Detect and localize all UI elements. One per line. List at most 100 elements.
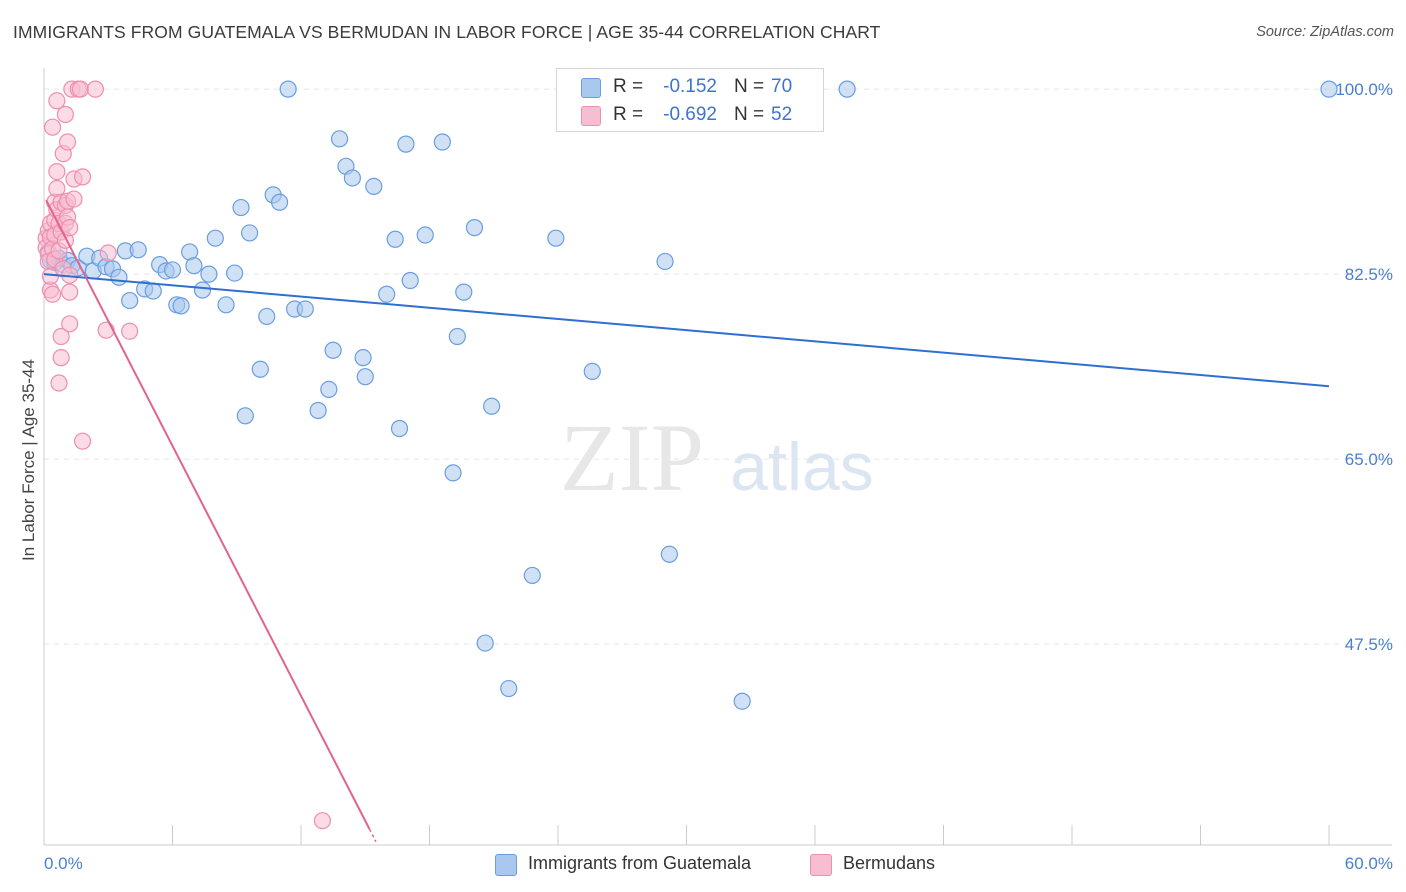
data-point-guatemala xyxy=(390,419,409,438)
data-point-bermudans xyxy=(61,219,79,237)
data-point-guatemala xyxy=(433,133,451,151)
data-point-bermudans xyxy=(65,190,83,208)
data-point-bermudans xyxy=(97,321,115,339)
data-point-guatemala xyxy=(241,224,259,242)
data-point-guatemala xyxy=(217,296,235,314)
y-tick-label: 47.5% xyxy=(1345,635,1393,654)
data-point-guatemala xyxy=(401,271,419,290)
data-point-guatemala xyxy=(356,368,374,386)
data-point-guatemala xyxy=(500,679,518,698)
data-point-guatemala xyxy=(193,281,212,299)
series-bermudans-points xyxy=(37,80,332,830)
data-point-guatemala xyxy=(733,692,751,710)
data-point-guatemala xyxy=(354,349,372,367)
watermark-atlas: atlas xyxy=(730,429,874,505)
data-point-bermudans xyxy=(56,105,75,124)
data-point-guatemala xyxy=(129,241,147,259)
data-point-guatemala xyxy=(172,297,190,315)
legend-swatch-blue xyxy=(581,78,601,98)
data-point-guatemala xyxy=(110,268,128,286)
legend-row-guatemala: R = -0.152 N = 70 xyxy=(557,73,823,101)
data-point-guatemala xyxy=(455,283,473,301)
y-tick-label: 82.5% xyxy=(1345,265,1393,284)
trend-lines xyxy=(43,199,1330,843)
data-point-guatemala xyxy=(838,80,856,98)
legend-r-value: -0.692 xyxy=(663,104,717,125)
tick-labels: 100.0% 82.5% 65.0% 47.5% 0.0% 60.0% xyxy=(44,80,1393,873)
legend-row-bermudans: R = -0.692 N = 52 xyxy=(557,101,823,129)
trend-line-bermudans xyxy=(45,199,371,830)
data-point-bermudans xyxy=(48,92,66,110)
legend-swatch-pink xyxy=(581,106,601,126)
data-point-guatemala xyxy=(416,226,434,244)
legend-label-bermudans: Bermudans xyxy=(843,853,936,873)
data-point-guatemala xyxy=(656,252,674,271)
legend-label-guatemala: Immigrants from Guatemala xyxy=(528,853,752,873)
data-point-guatemala xyxy=(324,341,342,359)
data-point-bermudans xyxy=(50,374,68,392)
watermark-zip: ZIP xyxy=(560,404,704,511)
data-point-guatemala xyxy=(309,401,327,420)
source-credit: Source: ZipAtlas.com xyxy=(1256,24,1394,40)
data-point-bermudans xyxy=(43,285,62,303)
data-point-guatemala xyxy=(583,362,601,380)
data-point-bermudans xyxy=(61,283,79,301)
data-point-guatemala xyxy=(343,169,361,187)
data-point-guatemala xyxy=(296,300,314,318)
trend-line-bermudans-extension xyxy=(368,828,377,843)
data-point-guatemala xyxy=(660,545,678,563)
data-point-bermudans xyxy=(48,163,66,181)
legend-n-value: 52 xyxy=(771,104,793,125)
data-point-guatemala xyxy=(236,407,254,425)
legend-r-label: R = xyxy=(613,104,644,125)
data-point-guatemala xyxy=(320,380,338,398)
data-point-guatemala xyxy=(547,229,565,247)
data-point-guatemala xyxy=(200,265,218,283)
data-point-bermudans xyxy=(313,812,332,830)
watermark: ZIP atlas xyxy=(560,404,874,511)
data-point-guatemala xyxy=(258,307,276,326)
data-point-guatemala xyxy=(448,327,466,346)
data-point-bermudans xyxy=(86,80,105,98)
data-point-guatemala xyxy=(206,229,224,247)
data-point-bermudans xyxy=(43,118,62,136)
data-point-bermudans xyxy=(121,322,139,340)
data-point-guatemala xyxy=(378,285,396,303)
data-point-bermudans xyxy=(99,244,117,262)
axes xyxy=(43,68,1392,846)
data-point-bermudans xyxy=(52,327,70,346)
legend-n-value: 70 xyxy=(771,76,793,97)
y-axis-label: In Labor Force | Age 35-44 xyxy=(19,359,38,561)
data-point-bermudans xyxy=(52,349,70,367)
data-point-guatemala xyxy=(465,219,484,237)
legend-n-label: N = xyxy=(734,104,765,125)
data-point-guatemala xyxy=(523,566,541,585)
data-point-guatemala xyxy=(386,230,404,248)
data-point-bermudans xyxy=(71,80,90,98)
gridlines xyxy=(44,88,1392,645)
data-point-guatemala xyxy=(476,634,494,652)
x-tick-label: 0.0% xyxy=(44,854,83,873)
chart-title: IMMIGRANTS FROM GUATEMALA VS BERMUDAN IN… xyxy=(13,22,881,42)
data-point-guatemala xyxy=(1320,80,1338,98)
data-point-guatemala xyxy=(483,397,501,415)
series-guatemala-points xyxy=(39,80,1338,710)
x-tick-label: 60.0% xyxy=(1345,854,1393,873)
y-tick-label: 65.0% xyxy=(1345,450,1393,469)
data-point-guatemala xyxy=(144,282,162,300)
legend-swatch-pink xyxy=(810,854,832,876)
y-tick-label: 100.0% xyxy=(1335,80,1393,99)
data-point-guatemala xyxy=(270,193,289,211)
data-point-guatemala xyxy=(251,360,269,378)
data-point-bermudans xyxy=(58,133,77,151)
data-point-guatemala xyxy=(185,257,203,275)
legend-r-label: R = xyxy=(613,76,644,97)
legend-r-value: -0.152 xyxy=(663,76,717,97)
trend-line-guatemala xyxy=(43,273,1330,388)
data-point-guatemala xyxy=(232,198,250,217)
legend-swatch-blue xyxy=(495,854,517,876)
data-point-guatemala xyxy=(330,130,349,148)
data-point-guatemala xyxy=(365,177,383,195)
data-point-guatemala xyxy=(444,464,462,482)
